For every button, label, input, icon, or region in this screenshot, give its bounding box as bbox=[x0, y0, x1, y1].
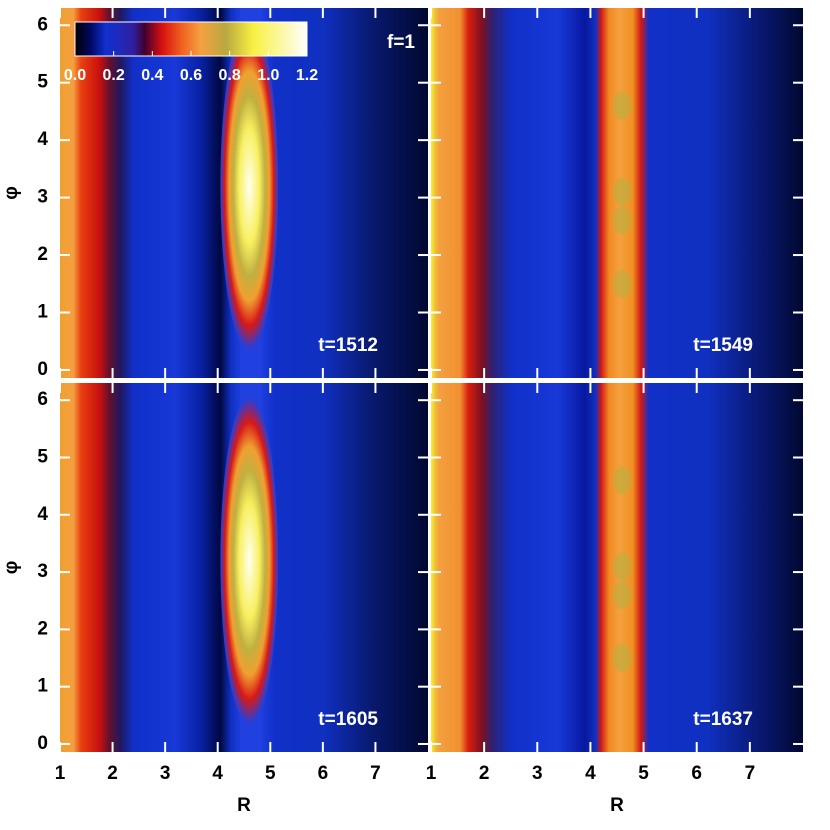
x-tick-label: 5 bbox=[638, 763, 649, 784]
x-tick-label: 4 bbox=[585, 763, 596, 784]
x-tick-label: 3 bbox=[532, 763, 543, 784]
y-axis-title: φ bbox=[1, 561, 22, 575]
colorbar-tick-label: 0.2 bbox=[103, 67, 125, 84]
heatmap-feature bbox=[613, 466, 632, 495]
heatmap-feature bbox=[613, 552, 632, 581]
heatmap-feature bbox=[220, 397, 279, 724]
y-tick-label: 6 bbox=[37, 389, 48, 410]
x-tick-label: 6 bbox=[318, 763, 329, 784]
x-tick-label: 6 bbox=[691, 763, 702, 784]
x-tick-label: 7 bbox=[370, 763, 381, 784]
y-tick-label: 3 bbox=[37, 561, 48, 582]
y-tick-label: 1 bbox=[37, 302, 48, 323]
y-tick-label: 2 bbox=[37, 618, 48, 639]
colorbar-tick-label: 1.2 bbox=[296, 67, 318, 84]
heatmap-feature bbox=[613, 91, 632, 120]
y-tick-label: 5 bbox=[37, 447, 48, 468]
colorbar-tick-label: 0.4 bbox=[141, 67, 163, 84]
heatmap-feature bbox=[220, 22, 279, 350]
x-tick-label: 4 bbox=[212, 763, 223, 784]
heatmap-feature bbox=[613, 206, 632, 235]
y-tick-label: 2 bbox=[37, 244, 48, 265]
x-tick-label: 1 bbox=[55, 763, 66, 784]
colorbar-tick-label: 0.6 bbox=[180, 67, 202, 84]
y-tick-label: 3 bbox=[37, 187, 48, 208]
heatmap-feature bbox=[613, 581, 632, 610]
heatmap-feature bbox=[613, 177, 632, 206]
colorbar-tick-label: 0.8 bbox=[219, 67, 241, 84]
panel-label: t=1605 bbox=[318, 709, 378, 730]
annotation: f=1 bbox=[387, 32, 415, 53]
panel-label: t=1512 bbox=[318, 335, 378, 356]
x-tick-label: 2 bbox=[479, 763, 490, 784]
y-tick-label: 0 bbox=[37, 733, 48, 754]
y-tick-label: 5 bbox=[37, 72, 48, 93]
y-tick-label: 4 bbox=[37, 129, 48, 150]
colorbar-tick-label: 0.0 bbox=[64, 67, 86, 84]
x-axis-title: R bbox=[237, 795, 251, 816]
y-tick-label: 4 bbox=[37, 504, 48, 525]
x-tick-label: 7 bbox=[745, 763, 756, 784]
colorbar bbox=[74, 21, 308, 57]
panel-label: t=1637 bbox=[693, 709, 753, 730]
heatmap-feature bbox=[613, 269, 632, 298]
x-tick-label: 1 bbox=[426, 763, 437, 784]
x-tick-label: 3 bbox=[160, 763, 171, 784]
y-tick-label: 6 bbox=[37, 14, 48, 35]
heatmap-feature bbox=[613, 644, 632, 673]
x-tick-label: 5 bbox=[265, 763, 276, 784]
colorbar-tick-label: 1.0 bbox=[257, 67, 279, 84]
x-axis-title: R bbox=[610, 795, 624, 816]
y-axis-title: φ bbox=[1, 186, 22, 200]
y-tick-label: 0 bbox=[37, 359, 48, 380]
x-tick-label: 2 bbox=[107, 763, 118, 784]
panel-label: t=1549 bbox=[693, 335, 753, 356]
y-tick-label: 1 bbox=[37, 676, 48, 697]
